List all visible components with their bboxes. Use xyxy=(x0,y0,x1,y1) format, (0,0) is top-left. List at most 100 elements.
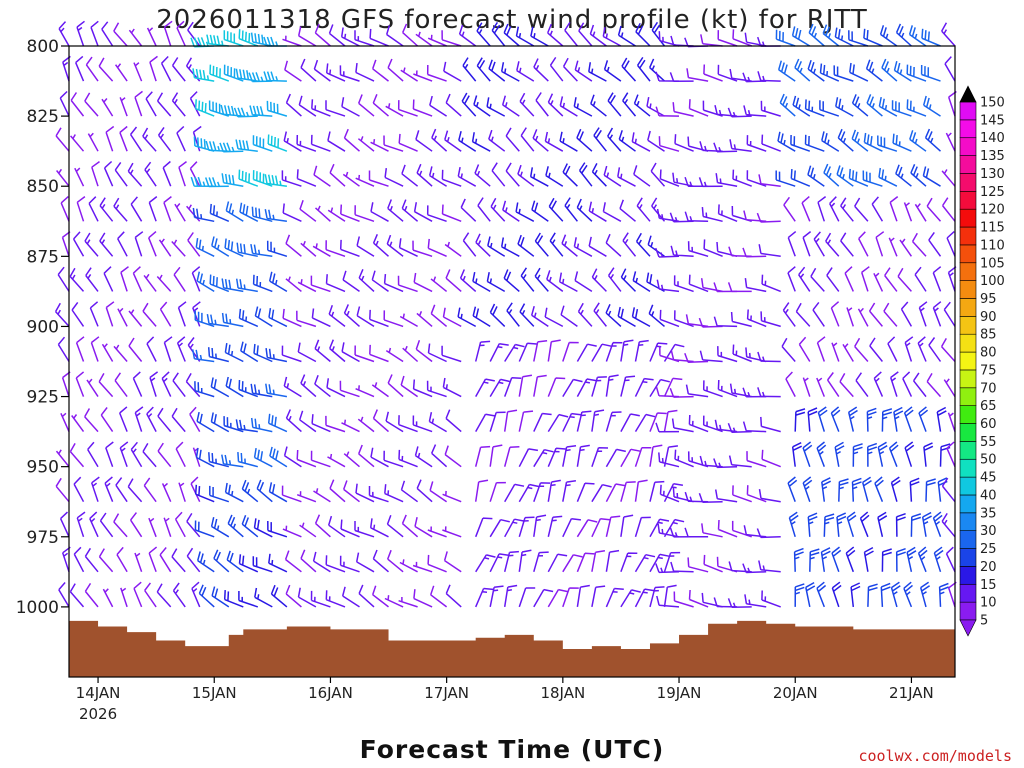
wind-barb xyxy=(686,68,709,82)
wind-barb xyxy=(758,560,781,573)
wind-barb xyxy=(877,511,888,537)
wind-barb xyxy=(477,197,491,222)
wind-barb xyxy=(189,91,201,117)
wind-barb xyxy=(829,196,840,222)
wind-barb xyxy=(716,556,738,573)
wind-barb xyxy=(603,165,622,187)
wind-barb xyxy=(100,407,114,433)
wind-barb xyxy=(248,72,273,83)
wind-barb xyxy=(266,240,288,258)
wind-barb xyxy=(238,29,259,47)
colorbar-segment xyxy=(959,566,977,585)
wind-barb xyxy=(191,266,201,292)
wind-barb xyxy=(176,336,186,362)
wind-barb xyxy=(284,550,302,573)
colorbar-tick-label: 65 xyxy=(980,399,997,414)
wind-barb xyxy=(914,266,927,292)
wind-barb xyxy=(372,94,389,117)
wind-barb xyxy=(327,207,346,222)
wind-barb xyxy=(475,554,496,573)
wind-barb xyxy=(238,169,259,187)
wind-barb xyxy=(238,308,259,328)
wind-barb xyxy=(620,481,636,502)
wind-barb xyxy=(854,337,869,362)
wind-barb xyxy=(325,240,346,258)
wind-barb xyxy=(504,343,525,362)
wind-barb xyxy=(727,107,752,118)
wind-barb xyxy=(648,304,665,327)
wind-barb xyxy=(897,267,912,292)
wind-barb xyxy=(869,337,883,362)
wind-barb xyxy=(221,278,244,293)
wind-barb xyxy=(115,477,128,503)
wind-barb xyxy=(895,512,906,537)
wind-barb xyxy=(339,239,360,258)
wind-barb xyxy=(441,30,462,47)
wind-barb xyxy=(941,513,956,538)
wind-barb xyxy=(270,584,288,608)
wind-barb xyxy=(562,517,581,538)
wind-barb xyxy=(673,275,694,293)
wind-barb xyxy=(517,234,535,257)
wind-barb xyxy=(714,105,738,117)
wind-barb xyxy=(533,482,551,502)
wind-barb xyxy=(716,241,738,258)
wind-barb xyxy=(659,169,680,187)
wind-barb xyxy=(650,162,666,187)
wind-barb xyxy=(904,441,915,467)
wind-barb xyxy=(634,588,655,608)
wind-barb xyxy=(578,162,593,187)
wind-barb xyxy=(227,514,244,538)
wind-barb xyxy=(221,173,244,187)
wind-barb xyxy=(649,480,665,502)
wind-barb xyxy=(105,441,114,467)
wind-barb xyxy=(577,302,593,327)
x-tick-year: 2026 xyxy=(79,705,117,723)
wind-barb xyxy=(59,90,70,117)
wind-barb xyxy=(943,378,956,397)
wind-barb xyxy=(817,196,827,222)
wind-barb xyxy=(283,131,302,152)
wind-barb xyxy=(369,28,389,47)
colorbar-tick-label: 70 xyxy=(980,381,997,396)
colorbar-tick-label: 55 xyxy=(980,435,997,450)
wind-barb xyxy=(325,63,346,82)
wind-barb xyxy=(877,135,898,152)
wind-barb xyxy=(729,139,752,152)
wind-barb xyxy=(87,441,99,468)
wind-barb xyxy=(300,374,317,398)
wind-barb xyxy=(208,100,230,117)
wind-barb xyxy=(863,132,883,152)
wind-barb xyxy=(149,55,158,82)
wind-barb xyxy=(519,92,535,117)
wind-barb xyxy=(342,270,360,293)
wind-barb xyxy=(518,516,535,538)
wind-barb xyxy=(881,408,893,432)
wind-barb xyxy=(369,518,389,538)
wind-barb xyxy=(194,381,215,398)
wind-barb xyxy=(462,232,477,257)
wind-barb xyxy=(795,302,811,327)
wind-barb xyxy=(559,131,578,152)
colorbar-tick-label: 145 xyxy=(980,113,1005,128)
wind-barb xyxy=(658,452,680,468)
wind-barb xyxy=(211,586,230,608)
wind-barb xyxy=(932,511,943,538)
wind-barb xyxy=(500,62,520,82)
wind-barb xyxy=(329,163,346,187)
wind-barb xyxy=(793,547,804,572)
wind-barb xyxy=(891,100,912,117)
wind-barb xyxy=(688,589,709,608)
wind-barb xyxy=(918,406,929,432)
wind-barb xyxy=(358,94,375,117)
wind-barb xyxy=(473,95,491,117)
wind-barb xyxy=(441,204,462,222)
wind-barb xyxy=(114,161,128,187)
wind-barb xyxy=(830,301,840,327)
wind-barb xyxy=(546,270,564,292)
wind-barb xyxy=(241,515,259,538)
wind-barb xyxy=(502,200,520,222)
wind-barb xyxy=(649,518,670,538)
wind-barb xyxy=(670,561,694,573)
colorbar-tick-label: 150 xyxy=(980,96,1005,111)
